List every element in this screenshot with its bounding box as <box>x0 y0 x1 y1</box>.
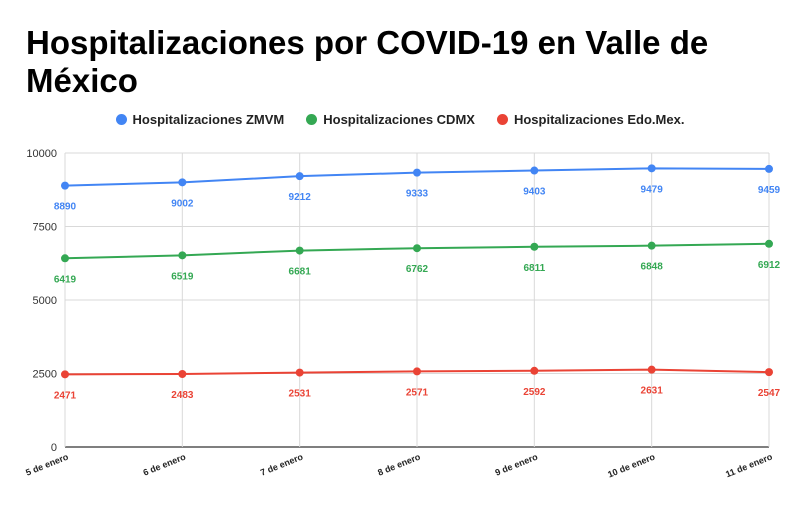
data-point <box>295 172 304 181</box>
x-tick-label: 10 de enero <box>606 451 657 479</box>
legend-dot-edomex <box>496 114 508 125</box>
legend-label-edomex: Hospitalizaciones Edo.Mex. <box>513 112 685 127</box>
y-tick-label: 5000 <box>33 295 57 307</box>
data-label: 6519 <box>171 271 194 282</box>
data-label: 2571 <box>406 387 429 398</box>
y-tick-label: 2500 <box>33 369 57 381</box>
data-point <box>530 166 539 175</box>
data-label: 9002 <box>171 198 194 209</box>
legend-item-cdmx[interactable]: Hospitalizaciones CDMX <box>306 112 475 127</box>
data-label: 6419 <box>54 274 77 285</box>
data-point <box>765 239 773 248</box>
data-label: 6681 <box>289 267 312 278</box>
data-label: 2547 <box>758 388 781 399</box>
data-label: 2592 <box>523 387 546 398</box>
data-point <box>61 254 69 263</box>
data-point <box>295 368 304 377</box>
legend-item-zmvm[interactable]: Hospitalizaciones ZMVM <box>115 112 285 127</box>
data-label: 6811 <box>523 263 545 274</box>
data-label: 6848 <box>641 262 664 273</box>
data-label: 9333 <box>406 189 429 200</box>
chart-title: Hospitalizaciones por COVID-19 en Valle … <box>26 24 709 99</box>
data-label: 8890 <box>54 202 77 213</box>
data-point <box>413 367 421 376</box>
data-label: 9212 <box>289 192 312 203</box>
data-point <box>413 244 421 253</box>
data-point <box>765 164 773 173</box>
x-tick-label: 6 de enero <box>142 451 188 477</box>
data-label: 9479 <box>641 184 664 195</box>
legend: Hospitalizaciones ZMVM Hospitalizaciones… <box>0 112 800 127</box>
data-point <box>178 251 187 260</box>
data-label: 2471 <box>54 390 77 401</box>
data-point <box>178 369 187 378</box>
legend-dot-cdmx <box>306 114 318 125</box>
x-tick-label: 9 de enero <box>494 451 540 477</box>
data-label: 2631 <box>641 386 664 397</box>
data-point <box>530 242 539 251</box>
data-label: 6762 <box>406 264 429 275</box>
x-tick-label: 5 de enero <box>24 451 70 477</box>
x-tick-label: 7 de enero <box>259 451 305 477</box>
x-tick-label: 11 de enero <box>724 451 774 479</box>
legend-label-zmvm: Hospitalizaciones ZMVM <box>132 112 285 127</box>
data-point <box>765 368 773 377</box>
data-point <box>647 365 656 374</box>
data-label: 2483 <box>171 390 194 401</box>
data-label: 9459 <box>758 185 781 196</box>
data-point <box>647 164 656 173</box>
x-tick-label: 8 de enero <box>376 451 422 477</box>
data-point <box>530 366 539 375</box>
data-label: 9403 <box>523 187 546 198</box>
y-tick-label: 0 <box>51 442 57 454</box>
y-tick-label: 10000 <box>26 148 57 160</box>
data-point <box>61 181 69 190</box>
data-point <box>413 168 421 177</box>
data-point <box>61 370 69 379</box>
data-label: 6912 <box>758 260 781 271</box>
data-point <box>178 178 187 187</box>
data-point <box>647 241 656 250</box>
y-tick-label: 7500 <box>33 222 57 234</box>
data-label: 2531 <box>289 389 312 400</box>
legend-label-cdmx: Hospitalizaciones CDMX <box>323 112 475 127</box>
legend-dot-zmvm <box>115 114 127 125</box>
data-point <box>295 246 304 255</box>
legend-item-edomex[interactable]: Hospitalizaciones Edo.Mex. <box>496 112 685 127</box>
